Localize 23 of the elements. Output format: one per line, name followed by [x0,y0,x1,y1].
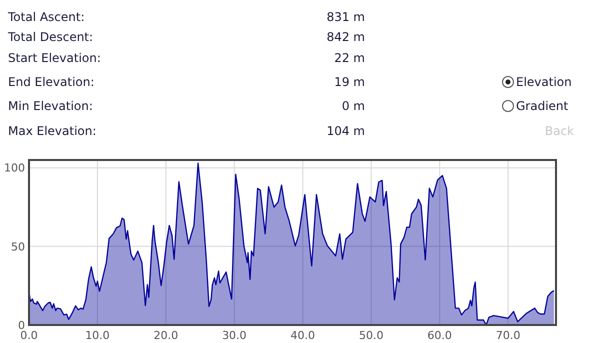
y-tick-label: 50 [11,240,25,254]
text: Max Elevation: [8,124,96,138]
text: 22 m [334,51,365,66]
x-tick-label: 10.0 [85,328,110,342]
x-tick-label: 40.0 [290,328,316,342]
text: Min Elevation: [8,99,93,114]
x-tick-label: 30.0 [222,328,247,342]
text: Start Elevation: [8,51,101,66]
text: 831 m [326,10,365,24]
x-tick-label: 20.0 [154,328,178,342]
x-tick-label: 50.0 [358,328,384,342]
text: Total Descent: [7,30,94,44]
x-tick-label: 70.0 [496,328,520,342]
text: End Elevation: [8,75,94,90]
text: 104 m [326,124,365,138]
x-tick-label: 60.0 [427,328,452,342]
text: Gradient [516,99,569,114]
text: Elevation [516,75,572,90]
text: 842 m [326,30,365,44]
text: 0 m [342,99,365,114]
text: 19 m [334,75,365,90]
y-tick-label: 100 [4,162,25,175]
text: Total Ascent: [7,10,85,24]
